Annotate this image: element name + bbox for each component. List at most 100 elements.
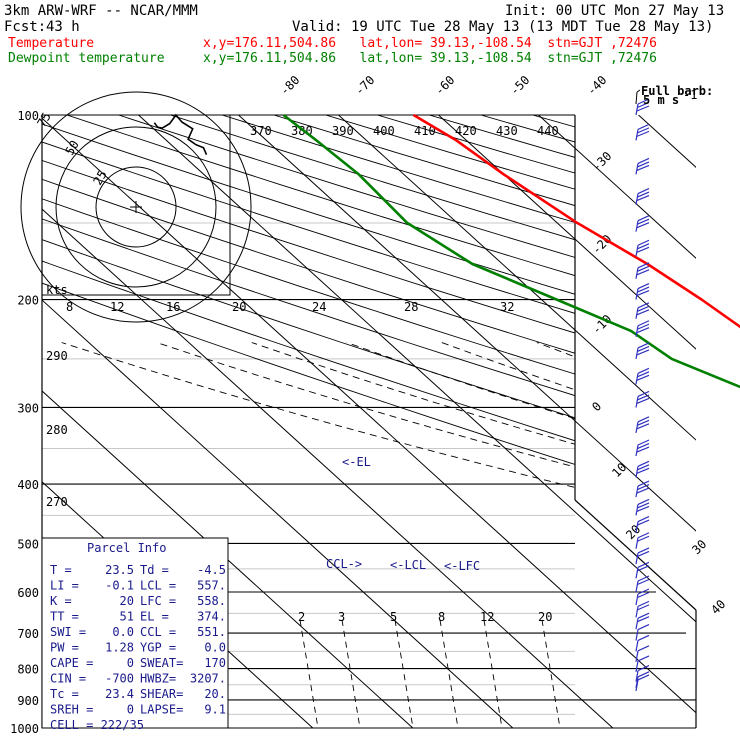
pressure-label-700: 700 bbox=[17, 627, 39, 641]
wind-barb-flag bbox=[637, 671, 650, 678]
wind-barb-flag bbox=[637, 484, 650, 491]
dry-adiabat-290 bbox=[42, 198, 575, 375]
wind-barb-flag bbox=[636, 309, 650, 316]
parcel-value: 0.0 bbox=[204, 641, 226, 655]
wind-barb-flag bbox=[636, 130, 650, 137]
mixing-ratio-label: 2 bbox=[298, 610, 305, 624]
barb-key: Full barb:5 m s -1 bbox=[635, 84, 713, 107]
wind-barb-flag bbox=[637, 239, 650, 246]
parcel-value: 558. bbox=[197, 594, 226, 608]
theta-e-label: 400 bbox=[373, 124, 395, 138]
isotherm-label: -30 bbox=[589, 149, 614, 174]
wind-barb-flag bbox=[637, 674, 650, 681]
dry-adiabat-label: 290 bbox=[46, 349, 68, 363]
isotherm-label: 0 bbox=[589, 399, 604, 414]
parcel-key: EL = bbox=[140, 610, 169, 624]
pressure-label-600: 600 bbox=[17, 586, 39, 600]
wind-barb bbox=[635, 665, 650, 682]
pressure-label-500: 500 bbox=[17, 537, 39, 551]
barb-key-value: 5 m s bbox=[643, 93, 679, 107]
wind-barb-staff bbox=[635, 679, 639, 692]
wind-barb-staff bbox=[635, 396, 639, 408]
wind-barb bbox=[635, 516, 650, 533]
dry-adiabat-label: 270 bbox=[46, 495, 68, 509]
parcel-value: 0 bbox=[127, 656, 134, 670]
wind-barb-staff bbox=[635, 103, 639, 116]
wind-barb-flag bbox=[637, 439, 650, 446]
mixing-ratio-line-2 bbox=[299, 619, 319, 728]
wind-barb-staff bbox=[635, 421, 639, 433]
wind-barb-staff bbox=[635, 650, 639, 662]
mixing-ratio-line-5 bbox=[394, 619, 414, 728]
moist-adiabat-16 bbox=[441, 342, 575, 391]
wind-barb-staff bbox=[635, 193, 639, 205]
wind-barb-staff bbox=[635, 466, 639, 478]
wind-barb-flag bbox=[637, 655, 650, 662]
hodograph-ring-label: 75 bbox=[34, 110, 53, 130]
wind-barb-flag bbox=[637, 442, 650, 450]
isotherm--60 bbox=[438, 115, 696, 350]
parcel-key: SHEAR= bbox=[140, 687, 183, 701]
wind-barb-flag bbox=[637, 532, 650, 539]
wind-barb bbox=[635, 390, 650, 408]
wind-barb-flag bbox=[637, 282, 650, 290]
isotherm-label: 40 bbox=[708, 597, 728, 617]
wind-barb-flag bbox=[637, 419, 650, 426]
forecast-hour: 43 h bbox=[46, 19, 80, 35]
wind-barb-flag bbox=[637, 320, 650, 327]
wind-barb-flag bbox=[637, 645, 650, 652]
wind-barb-flag bbox=[637, 390, 650, 398]
wind-barb-staff bbox=[635, 618, 639, 630]
moist-adiabat-label: 20 bbox=[232, 300, 246, 314]
wind-barb bbox=[635, 262, 650, 279]
wind-barb-flag bbox=[637, 286, 650, 293]
isotherm--130 bbox=[42, 390, 414, 728]
wind-barb-flag bbox=[637, 460, 650, 467]
isotherm--50 bbox=[538, 115, 696, 259]
moist-adiabat-label: 8 bbox=[66, 300, 73, 314]
parcel-key: LFC = bbox=[140, 594, 176, 608]
isotherm-label: -60 bbox=[432, 73, 457, 98]
wind-barb bbox=[635, 282, 650, 300]
wind-barb-flag bbox=[637, 394, 650, 401]
isotherm--70 bbox=[338, 115, 696, 441]
wind-barb-staff bbox=[635, 129, 639, 141]
pressure-label-400: 400 bbox=[17, 478, 39, 492]
parcel-key: SWEAT= bbox=[140, 656, 183, 670]
theta-e-label: 430 bbox=[496, 124, 518, 138]
wind-barb-flag bbox=[637, 101, 650, 109]
wind-barb-flag bbox=[636, 505, 650, 512]
hodograph-ring-label: 25 bbox=[90, 168, 109, 188]
model-title: 3km ARW-WRF -- NCAR/MMM bbox=[4, 3, 198, 19]
wind-barbs bbox=[635, 98, 650, 692]
parcel-key: CIN = bbox=[50, 672, 86, 686]
temperature-location: x,y=176.11,504.86 lat,lon= 39.13,-108.54… bbox=[203, 36, 657, 51]
barb-key-staff bbox=[635, 91, 638, 105]
forecast-label: Fcst: bbox=[4, 19, 47, 35]
wind-barb-flag bbox=[637, 591, 650, 599]
wind-barb bbox=[635, 655, 650, 673]
wind-barb-flag bbox=[637, 464, 650, 471]
wind-barb bbox=[635, 416, 650, 433]
hodograph-ring-50 bbox=[55, 126, 217, 288]
parcel-value: 1.28 bbox=[105, 641, 134, 655]
wind-barb-staff bbox=[635, 373, 639, 385]
parcel-key: CAPE = bbox=[50, 656, 93, 670]
wind-barb bbox=[635, 561, 650, 579]
parcel-key: LCL = bbox=[140, 579, 176, 593]
isotherm-label: -50 bbox=[507, 73, 532, 98]
mixing-ratio-lines bbox=[299, 619, 561, 728]
parcel-key: SREH = bbox=[50, 703, 93, 717]
wind-barb-staff bbox=[635, 504, 639, 516]
dry-adiabat-370 bbox=[221, 115, 575, 223]
wind-barb bbox=[635, 645, 650, 662]
dry-adiabat-360 bbox=[170, 115, 575, 241]
parcel-key: Tc = bbox=[50, 687, 79, 701]
wind-barb bbox=[635, 612, 650, 630]
wind-barb-flag bbox=[637, 604, 650, 611]
parcel-title: Parcel Info bbox=[87, 541, 166, 555]
parcel-key: LAPSE= bbox=[140, 703, 183, 717]
wind-barb bbox=[635, 239, 650, 257]
wind-barb-flag bbox=[636, 289, 650, 297]
mixing-ratio-label: 5 bbox=[390, 610, 397, 624]
